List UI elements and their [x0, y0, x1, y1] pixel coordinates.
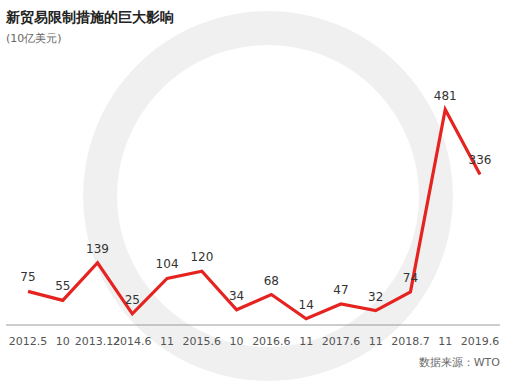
data-label: 336: [469, 153, 492, 167]
data-label: 68: [264, 274, 279, 288]
x-axis: [6, 325, 500, 326]
data-label: 34: [229, 289, 244, 303]
data-label: 14: [299, 298, 314, 312]
source: 数据来源：WTO: [419, 356, 501, 369]
data-label: 120: [190, 250, 213, 264]
chart: 新贸易限制措施的巨大影响 (10亿美元) 75 55 139 25 104 120 34 68 14…: [0, 0, 506, 384]
x-tick-label: 2015.6: [183, 335, 222, 348]
x-tick-label: 11: [299, 335, 313, 348]
data-label: 47: [333, 283, 348, 297]
x-tick-label: 2019.6: [461, 335, 500, 348]
x-tick-label: 11: [160, 335, 174, 348]
data-label: 74: [403, 271, 418, 285]
subtitle: (10亿美元): [6, 32, 62, 45]
x-tick-label: 10: [56, 335, 70, 348]
data-label: 104: [156, 257, 179, 271]
plot-area: [28, 110, 480, 319]
x-tick-label: 2014.6: [113, 335, 152, 348]
data-label: 139: [86, 242, 109, 256]
data-label: 25: [125, 293, 140, 307]
data-label: 481: [434, 89, 457, 103]
x-tick-label: 2018.7: [391, 335, 430, 348]
x-tick-label: 2012.5: [9, 335, 48, 348]
x-tick-label: 2016.6: [252, 335, 291, 348]
data-label: 75: [20, 270, 35, 284]
watermark: [100, 28, 436, 364]
chart-container: 新贸易限制措施的巨大影响 (10亿美元) 75 55 139 25 104 120 34 68 14…: [0, 0, 506, 384]
data-label: 55: [55, 279, 70, 293]
x-tick-label: 2017.6: [322, 335, 361, 348]
x-tick-label: 10: [230, 335, 244, 348]
title: 新贸易限制措施的巨大影响: [5, 9, 174, 25]
line: [28, 110, 480, 319]
x-tick-label: 11: [369, 335, 383, 348]
x-tick-label: 11: [438, 335, 452, 348]
data-label: 32: [368, 290, 383, 304]
